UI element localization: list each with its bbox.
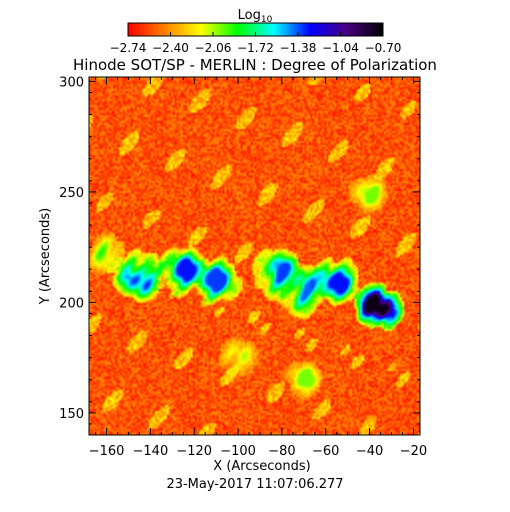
chart-title: Hinode SOT/SP - MERLIN : Degree of Polar… xyxy=(73,56,437,74)
timestamp: 23-May-2017 11:07:06.277 xyxy=(166,477,343,492)
colorbar-tick-label: −0.70 xyxy=(365,41,402,55)
x-tick-label: −60 xyxy=(312,444,339,459)
x-tick-label: −20 xyxy=(400,444,427,459)
x-axis-label: X (Arcseconds) xyxy=(213,459,310,474)
y-axis: 150 200 250 300 xyxy=(59,75,420,425)
x-tick-label: −160 xyxy=(89,444,125,459)
colorbar-tick-label: −1.38 xyxy=(280,41,317,55)
x-tick-label: −100 xyxy=(220,444,256,459)
y-tick-label: 250 xyxy=(59,186,84,201)
x-tick-label: −140 xyxy=(133,444,169,459)
y-tick-label: 300 xyxy=(59,75,84,90)
colorbar-ticks: −2.74 −2.40 −2.06 −1.72 −1.38 −1.04 −0.70 xyxy=(110,32,402,55)
x-axis: −160 −140 −120 −100 −80 −60 −40 −20 xyxy=(89,77,427,459)
colorbar-tick-label: −1.04 xyxy=(322,41,359,55)
x-tick-label: −80 xyxy=(268,444,295,459)
heatmap xyxy=(89,77,420,435)
colorbar-tick-label: −1.72 xyxy=(237,41,274,55)
y-axis-label: Y (Arcseconds) xyxy=(38,208,53,305)
y-tick-label: 200 xyxy=(59,296,84,311)
y-tick-label: 150 xyxy=(59,407,84,422)
colorbar-label: Log10 xyxy=(238,8,273,25)
colorbar-tick-label: −2.40 xyxy=(152,41,189,55)
plot-area xyxy=(88,76,421,436)
colorbar-tick-label: −2.74 xyxy=(110,41,147,55)
x-tick-label: −120 xyxy=(176,444,212,459)
plot-frame xyxy=(88,76,421,436)
x-tick-label: −40 xyxy=(356,444,383,459)
colorbar-tick-label: −2.06 xyxy=(195,41,232,55)
